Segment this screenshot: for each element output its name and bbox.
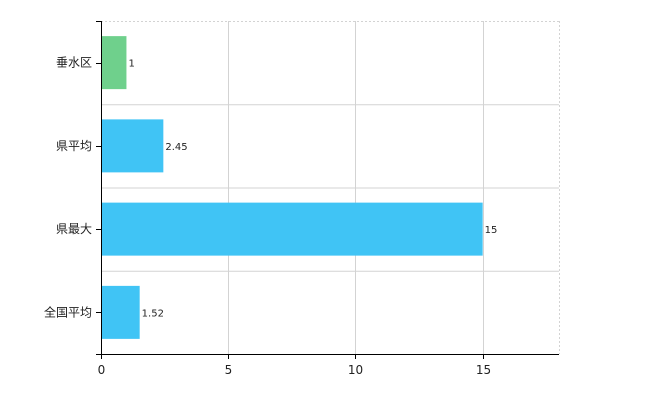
data-label: 2.45: [165, 142, 187, 153]
x-tick-label: 5: [225, 363, 233, 377]
category-label: 全国平均: [44, 304, 92, 319]
category-label: 県最大: [56, 222, 92, 236]
data-label: 1.52: [142, 308, 164, 319]
x-tick-label: 10: [348, 363, 363, 377]
axis-layer: [96, 21, 559, 359]
grid-layer: [101, 21, 560, 354]
bar: [101, 36, 127, 90]
bar: [101, 285, 140, 339]
category-label: 垂水区: [56, 56, 92, 70]
category-label: 県平均: [56, 139, 92, 153]
label-layer: 1 垂水区 2.45 県平均 15 県最大 1.52 全国平均 0 5 10 15: [44, 56, 497, 377]
x-tick-label: 15: [476, 363, 491, 377]
bar: [101, 119, 164, 173]
data-label: 1: [128, 59, 134, 70]
x-tick-label: 0: [98, 363, 106, 377]
bar: [101, 202, 483, 256]
bar-layer: [101, 36, 483, 339]
data-label: 15: [485, 225, 498, 236]
